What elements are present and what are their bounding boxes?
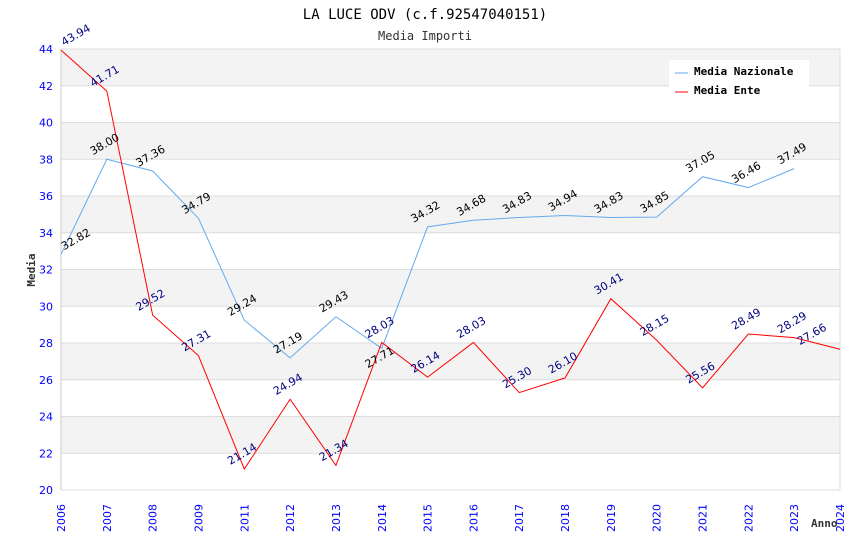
y-tick-label: 22 (39, 447, 53, 460)
chart-title: LA LUCE ODV (c.f.92547040151) (303, 7, 547, 23)
grid-band (61, 196, 840, 233)
y-axis-label: Media (25, 253, 38, 286)
x-tick-label: 2009 (192, 504, 205, 532)
x-tick-label: 2006 (55, 504, 68, 532)
grid-band (61, 379, 840, 417)
x-tick-label: 2012 (284, 504, 297, 532)
grid-band (61, 453, 840, 490)
y-tick-label: 26 (39, 374, 53, 387)
x-tick-label: 2017 (513, 504, 526, 532)
data-label: 43.94 (59, 22, 93, 49)
x-tick-label: 2007 (101, 504, 114, 532)
x-tick-label: 2021 (697, 504, 710, 532)
x-tick-label: 2020 (651, 504, 664, 532)
series-line-ente (60, 49, 841, 471)
y-tick-label: 20 (39, 484, 53, 497)
grid-band (61, 269, 840, 307)
x-tick-label: 2016 (467, 504, 480, 532)
grid-band (61, 122, 840, 160)
y-tick-label: 34 (39, 227, 53, 240)
x-tick-label: 2011 (238, 504, 251, 532)
x-tick-label: 2014 (376, 504, 389, 532)
y-tick-label: 38 (39, 153, 53, 166)
x-tick-label: 2008 (147, 504, 160, 532)
x-tick-label: 2022 (742, 504, 755, 532)
chart-subtitle: Media Importi (378, 29, 472, 43)
y-tick-label: 42 (39, 80, 53, 93)
x-tick-label: 2013 (330, 504, 343, 532)
y-tick-label: 32 (39, 264, 53, 277)
y-tick-label: 44 (39, 43, 53, 56)
y-tick-label: 28 (39, 337, 53, 350)
grid-band (61, 232, 840, 270)
x-tick-label: 2024 (834, 504, 847, 532)
x-tick-label: 2019 (605, 504, 618, 532)
x-axis-label: Anno (811, 517, 838, 530)
x-tick-label: 2018 (559, 504, 572, 532)
grid-band (61, 416, 840, 454)
legend-label-nazionale: Media Nazionale (694, 65, 794, 78)
grid-band (61, 306, 840, 343)
y-tick-label: 36 (39, 190, 53, 203)
y-tick-label: 30 (39, 300, 53, 313)
x-tick-label: 2015 (422, 504, 435, 532)
legend: Media Nazionale Media Ente (669, 60, 809, 102)
y-tick-label: 40 (39, 117, 53, 130)
grid-band (61, 343, 840, 380)
y-tick-label: 24 (39, 411, 53, 424)
grid-band (61, 159, 840, 196)
x-tick-label: 2023 (788, 504, 801, 532)
series-line-nazionale (60, 158, 795, 359)
legend-label-ente: Media Ente (694, 84, 761, 97)
